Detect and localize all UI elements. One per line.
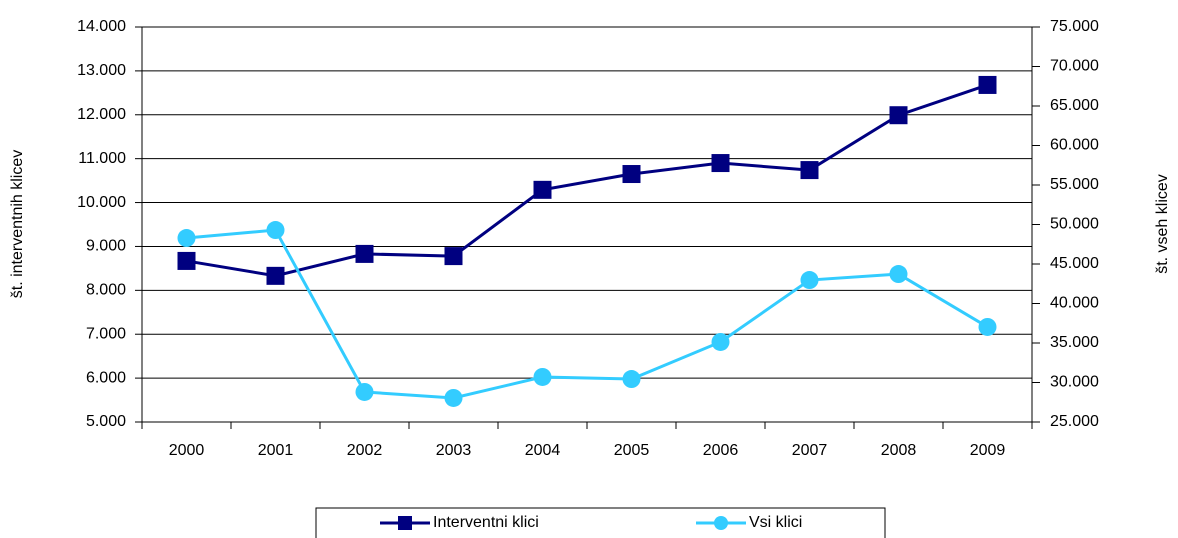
marker xyxy=(177,229,196,248)
marker xyxy=(444,388,463,407)
y-tick-label: 5.000 xyxy=(86,413,126,430)
y2-tick-label: 30.000 xyxy=(1050,374,1099,391)
legend-marker xyxy=(398,516,412,530)
legend-marker xyxy=(714,516,728,530)
marker xyxy=(889,265,908,284)
marker xyxy=(266,266,285,285)
legend-label: Vsi klici xyxy=(749,514,802,531)
marker xyxy=(622,370,641,389)
y-tick-label: 9.000 xyxy=(86,238,126,255)
marker xyxy=(800,161,819,180)
y-tick-label: 12.000 xyxy=(77,106,126,123)
x-tick-label: 2002 xyxy=(347,442,383,459)
x-tick-label: 2001 xyxy=(258,442,294,459)
y-tick-label: 7.000 xyxy=(86,325,126,342)
marker xyxy=(444,247,463,266)
series-line xyxy=(186,228,989,400)
marker xyxy=(533,367,552,386)
y2-tick-label: 25.000 xyxy=(1050,413,1099,430)
legend-label: Interventni klici xyxy=(433,514,539,531)
marker xyxy=(978,317,997,336)
y2-tick-label: 55.000 xyxy=(1050,176,1099,193)
y-axis-label: št. interventnih klicev xyxy=(9,150,26,299)
marker xyxy=(711,332,730,351)
marker xyxy=(978,75,997,94)
y-tick-label: 8.000 xyxy=(86,282,126,299)
marker xyxy=(177,251,196,270)
marker xyxy=(355,382,374,401)
marker xyxy=(355,244,374,263)
marker xyxy=(266,221,285,240)
x-tick-label: 2004 xyxy=(525,442,561,459)
y-tick-label: 10.000 xyxy=(77,194,126,211)
marker xyxy=(622,165,641,184)
y2-tick-label: 50.000 xyxy=(1050,216,1099,233)
y2-tick-label: 45.000 xyxy=(1050,255,1099,272)
y2-tick-label: 35.000 xyxy=(1050,334,1099,351)
y2-tick-label: 60.000 xyxy=(1050,137,1099,154)
x-tick-label: 2007 xyxy=(792,442,828,459)
y-tick-label: 14.000 xyxy=(77,18,126,35)
x-tick-label: 2008 xyxy=(881,442,917,459)
x-tick-label: 2005 xyxy=(614,442,650,459)
x-tick-label: 2009 xyxy=(970,442,1006,459)
y2-tick-label: 70.000 xyxy=(1050,58,1099,75)
x-tick-label: 2003 xyxy=(436,442,472,459)
x-tick-label: 2006 xyxy=(703,442,739,459)
marker xyxy=(800,271,819,290)
marker xyxy=(889,106,908,125)
y-tick-label: 13.000 xyxy=(77,62,126,79)
y-tick-label: 6.000 xyxy=(86,369,126,386)
y2-tick-label: 65.000 xyxy=(1050,97,1099,114)
y-tick-label: 11.000 xyxy=(78,150,126,167)
marker xyxy=(533,180,552,199)
y2-axis-label: št. vseh klicev xyxy=(1154,174,1171,274)
series-line xyxy=(186,83,988,278)
y2-tick-label: 75.000 xyxy=(1050,18,1099,35)
marker xyxy=(711,154,730,173)
x-tick-label: 2000 xyxy=(169,442,205,459)
y2-tick-label: 40.000 xyxy=(1050,295,1099,312)
